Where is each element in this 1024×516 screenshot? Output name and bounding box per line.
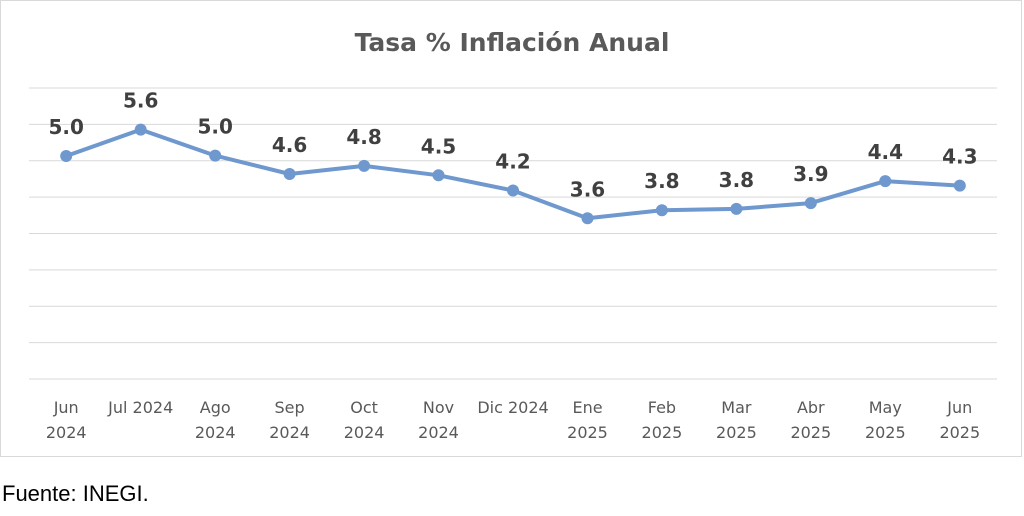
data-labels: 5.0 5.6 5.0 4.6 4.8 4.5 4.2 3.6 3.8 3.8 3.9 4.4 4.3 [48, 89, 977, 202]
data-label: 4.5 [421, 134, 456, 158]
data-label: 5.0 [48, 115, 83, 139]
series-layer [60, 123, 966, 225]
data-point [134, 123, 147, 136]
x-tick-label: Jun 2024 [46, 398, 87, 442]
data-point [953, 179, 966, 192]
data-point [581, 212, 594, 225]
data-point [432, 169, 445, 182]
chart-title: Tasa % Inflación Anual [355, 28, 670, 57]
x-tick-label: Sep 2024 [269, 398, 310, 442]
x-tick-label: Nov 2024 [418, 398, 459, 442]
data-label: 4.6 [272, 133, 307, 157]
data-label: 3.6 [570, 177, 605, 201]
chart-frame: Tasa % Inflación Anual 5.0 5.6 5.0 4.6 4.8 4.… [0, 0, 1022, 457]
x-tick-label: Dic 2024 [477, 398, 548, 417]
x-tick-label: Abr 2025 [790, 398, 831, 442]
data-point [804, 197, 817, 210]
x-tick-label: Mar 2025 [716, 398, 757, 442]
data-label: 4.4 [868, 140, 903, 164]
x-tick-label: Ago 2024 [195, 398, 236, 442]
x-tick-label: Ene 2025 [567, 398, 608, 442]
data-label: 4.2 [495, 150, 530, 174]
data-label: 3.8 [644, 169, 679, 193]
data-label: 3.9 [793, 162, 828, 186]
data-point [655, 204, 668, 217]
data-point [358, 159, 371, 172]
x-tick-label: Oct 2024 [344, 398, 385, 442]
x-tick-label: Jun 2025 [939, 398, 980, 442]
data-point [209, 149, 222, 162]
data-point [60, 150, 73, 162]
x-tick-label: Jul 2024 [107, 398, 173, 417]
data-label: 4.3 [942, 145, 977, 169]
x-axis-labels: Jun 2024 Jul 2024 Ago 2024 Sep 2024 Oct 2024 Nov 2… [46, 398, 980, 442]
data-label: 5.0 [197, 115, 232, 139]
data-point [730, 202, 743, 215]
source-note: Fuente: INEGI. [2, 481, 149, 506]
gridlines [29, 87, 997, 380]
data-point [879, 175, 892, 188]
x-tick-label: Feb 2025 [642, 398, 683, 442]
data-point [507, 184, 519, 197]
data-label: 4.8 [346, 125, 381, 149]
data-label: 5.6 [123, 89, 158, 113]
data-point [283, 168, 296, 180]
line-chart: Tasa % Inflación Anual 5.0 5.6 5.0 4.6 4.8 4.… [29, 28, 997, 442]
x-tick-label: May 2025 [865, 398, 906, 442]
data-label: 3.8 [719, 168, 754, 192]
